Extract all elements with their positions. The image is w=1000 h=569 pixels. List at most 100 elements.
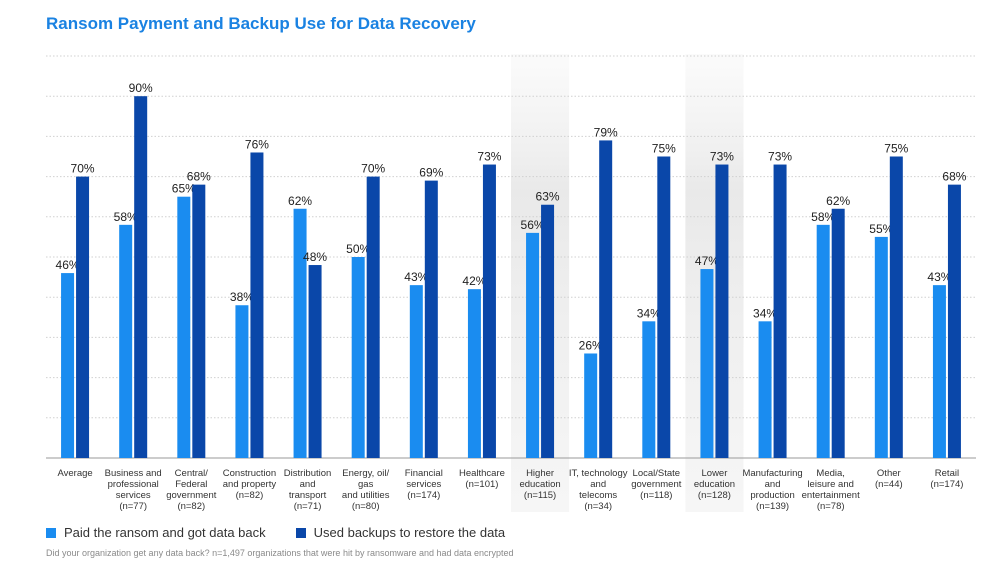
highlight-band bbox=[685, 54, 744, 512]
category-label-line: Healthcare bbox=[459, 468, 505, 479]
category-label-line: (n=139) bbox=[756, 501, 789, 512]
bar-paid bbox=[874, 236, 888, 458]
legend-swatch-paid bbox=[46, 527, 56, 538]
bar-backups bbox=[889, 156, 903, 458]
data-label-backups: 76% bbox=[245, 137, 269, 151]
category-label: Other (n=44) bbox=[875, 468, 903, 490]
category-label-line: (n=174) bbox=[407, 490, 440, 501]
data-label-backups: 79% bbox=[594, 125, 618, 139]
bar-paid bbox=[177, 196, 191, 458]
data-label-paid: 26% bbox=[579, 338, 603, 352]
bar-chart: 46% 58% 65% 38% 62% 50% 43% 42% 56% 26% 34% 47% 34% 5… bbox=[46, 54, 976, 512]
bar-backups bbox=[366, 176, 380, 458]
category-label-line: and bbox=[765, 479, 781, 490]
category-label: Media, leisure and entertainment (n=78) bbox=[802, 468, 860, 512]
highlight-band bbox=[511, 54, 570, 512]
category-label: IT, technology and telecoms (n=34) bbox=[569, 468, 628, 512]
bar-paid bbox=[642, 321, 656, 458]
bar-backups bbox=[424, 180, 438, 458]
category-label-line: and property bbox=[223, 479, 277, 490]
bar-backups bbox=[250, 152, 264, 459]
category-label: Local/State government (n=118) bbox=[631, 468, 682, 501]
category-label-line: government bbox=[166, 490, 217, 501]
category-label-line: Manufacturing bbox=[742, 468, 802, 479]
data-label-paid: 46% bbox=[56, 258, 80, 272]
category-label: Higher education (n=115) bbox=[519, 468, 560, 501]
data-label-backups: 75% bbox=[884, 142, 908, 156]
bar-paid bbox=[235, 305, 249, 458]
legend: Paid the ransom and got data back Used b… bbox=[46, 525, 535, 540]
data-label-backups: 70% bbox=[71, 162, 95, 176]
category-label: Retail (n=174) bbox=[930, 468, 963, 490]
category-label-line: education bbox=[519, 479, 560, 490]
data-label-backups: 69% bbox=[419, 166, 443, 180]
bar-backups bbox=[773, 164, 787, 459]
category-label-line: (n=118) bbox=[640, 490, 672, 501]
category-label: Central/Federal government (n=82) bbox=[166, 468, 217, 512]
category-label-line: (n=174) bbox=[930, 479, 963, 490]
category-label-line: Higher bbox=[526, 468, 554, 479]
data-label-backups: 48% bbox=[303, 250, 327, 264]
data-label-paid: 58% bbox=[114, 210, 138, 224]
category-label-line: Financial bbox=[405, 468, 443, 479]
category-label-line: Other bbox=[877, 468, 901, 479]
category-label: Average bbox=[57, 468, 92, 479]
data-label-backups: 62% bbox=[826, 194, 850, 208]
bar-paid bbox=[467, 289, 481, 458]
legend-swatch-backups bbox=[295, 527, 306, 538]
category-label-line: leisure and bbox=[807, 479, 853, 490]
category-label-line: transport bbox=[289, 490, 327, 501]
category-label-line: (n=115) bbox=[524, 490, 556, 501]
bar-backups bbox=[715, 164, 729, 459]
category-label: Healthcare (n=101) bbox=[459, 468, 505, 490]
legend-item-paid: Paid the ransom and got data back bbox=[46, 525, 266, 540]
category-label: Business and professional services (n=77) bbox=[105, 468, 162, 512]
category-label-line: (n=77) bbox=[119, 501, 147, 512]
category-label-line: (n=71) bbox=[294, 501, 322, 512]
category-label-line: government bbox=[631, 479, 682, 490]
category-label-line: Retail bbox=[935, 468, 959, 479]
category-label: Financial services (n=174) bbox=[405, 468, 443, 501]
bar-paid bbox=[409, 285, 423, 458]
data-label-backups: 68% bbox=[187, 170, 211, 184]
bar-backups bbox=[134, 96, 148, 458]
bar-paid bbox=[816, 224, 830, 458]
category-label-line: (n=80) bbox=[352, 501, 380, 512]
category-label-line: (n=82) bbox=[236, 490, 264, 501]
category-label-line: (n=44) bbox=[875, 479, 903, 490]
data-label-backups: 68% bbox=[942, 170, 966, 184]
data-label-paid: 65% bbox=[172, 182, 196, 196]
bar-backups bbox=[482, 164, 496, 459]
bar-paid bbox=[526, 232, 540, 458]
category-label-line: Business and bbox=[105, 468, 162, 479]
chart-title: Ransom Payment and Backup Use for Data R… bbox=[46, 14, 476, 33]
data-label-paid: 50% bbox=[346, 242, 370, 256]
category-label-line: (n=128) bbox=[698, 490, 731, 501]
category-label-line: Energy, oil/ bbox=[342, 468, 389, 479]
data-label-backups: 73% bbox=[710, 150, 734, 164]
data-label-backups: 73% bbox=[477, 150, 501, 164]
category-label-line: Lower bbox=[702, 468, 728, 479]
category-label-line: Construction bbox=[223, 468, 276, 479]
bar-paid bbox=[584, 353, 598, 458]
bar-backups bbox=[192, 184, 206, 458]
bar-backups bbox=[947, 184, 961, 458]
data-label-paid: 43% bbox=[404, 270, 428, 284]
category-label-line: Local/State bbox=[633, 468, 681, 479]
category-label: Construction and property (n=82) bbox=[223, 468, 277, 501]
bar-paid bbox=[932, 285, 946, 458]
category-label: Distribution and transport (n=71) bbox=[284, 468, 332, 512]
data-label-paid: 38% bbox=[230, 290, 254, 304]
category-label-line: professional bbox=[108, 479, 159, 490]
data-label-backups: 70% bbox=[361, 162, 385, 176]
category-label-line: production bbox=[750, 490, 794, 501]
bar-backups bbox=[657, 156, 671, 458]
data-label-backups: 90% bbox=[129, 81, 153, 95]
category-label-line: and bbox=[300, 479, 316, 490]
data-label-paid: 34% bbox=[637, 306, 661, 320]
bar-backups bbox=[308, 265, 322, 458]
bar-paid bbox=[293, 208, 307, 458]
category-label-line: (n=101) bbox=[465, 479, 498, 490]
legend-item-backups: Used backups to restore the data bbox=[295, 525, 506, 540]
legend-label-backups: Used backups to restore the data bbox=[313, 525, 506, 540]
